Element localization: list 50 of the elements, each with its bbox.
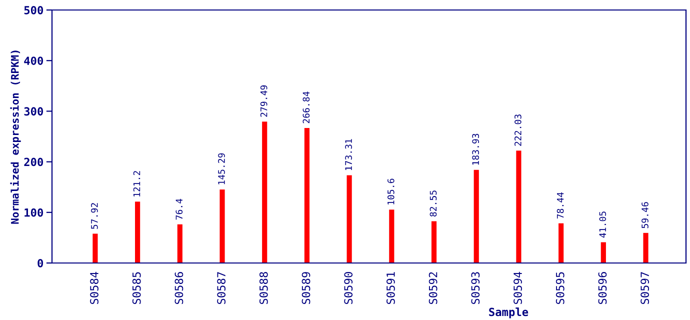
data-label: 105.6 xyxy=(387,178,394,204)
data-label: 82.55 xyxy=(430,190,437,216)
x-tick-label: S0585 xyxy=(132,272,141,304)
x-tick-label: S0588 xyxy=(259,272,268,304)
x-tick-label: S0587 xyxy=(217,272,226,304)
x-tick-label: S0591 xyxy=(386,272,395,304)
bar xyxy=(177,224,182,263)
bar xyxy=(346,175,352,263)
data-label: 78.44 xyxy=(556,192,564,219)
x-tick-label: S0589 xyxy=(302,272,310,304)
data-label: 173.31 xyxy=(345,139,352,170)
bar xyxy=(600,242,606,263)
y-tick-label: 500 xyxy=(24,6,43,14)
data-label: 59.46 xyxy=(642,202,648,228)
y-tick-label: 300 xyxy=(24,107,43,116)
data-label: 222.03 xyxy=(514,114,522,146)
bar xyxy=(431,221,437,263)
x-tick-label: S0592 xyxy=(428,272,438,304)
bar xyxy=(262,122,268,263)
x-tick-label: S0594 xyxy=(514,272,522,304)
bar xyxy=(558,223,564,263)
x-tick-label: S0596 xyxy=(598,272,607,304)
bar xyxy=(389,210,394,263)
data-label: 121.2 xyxy=(133,171,140,196)
y-axis-title: Normalized expression (RPKM) xyxy=(10,50,21,224)
data-label: 57.92 xyxy=(91,203,98,229)
bar xyxy=(135,202,140,263)
y-tick-label: 0 xyxy=(38,258,43,268)
y-tick-label: 400 xyxy=(24,56,43,65)
data-label: 183.93 xyxy=(472,134,480,165)
data-label: 279.49 xyxy=(260,85,268,117)
bar xyxy=(304,128,310,263)
y-tick-label: 100 xyxy=(24,208,43,217)
x-tick-label: S0593 xyxy=(471,272,480,304)
bar xyxy=(516,150,522,263)
bar xyxy=(643,232,648,263)
data-label: 266.84 xyxy=(302,92,310,124)
y-tick-label: 200 xyxy=(24,158,43,166)
x-tick-label: S0597 xyxy=(640,272,650,304)
data-label: 145.29 xyxy=(218,153,225,184)
data-label: 76.4 xyxy=(176,198,183,220)
x-tick-label: S0586 xyxy=(174,272,184,304)
bar xyxy=(474,170,479,263)
x-axis-title: Sample xyxy=(489,308,528,318)
bar xyxy=(220,189,225,263)
data-label: 41.05 xyxy=(599,212,606,238)
x-tick-label: S0595 xyxy=(556,272,564,304)
x-tick-label: S0584 xyxy=(90,272,98,304)
bar xyxy=(92,234,98,263)
x-tick-label: S0590 xyxy=(344,272,353,304)
